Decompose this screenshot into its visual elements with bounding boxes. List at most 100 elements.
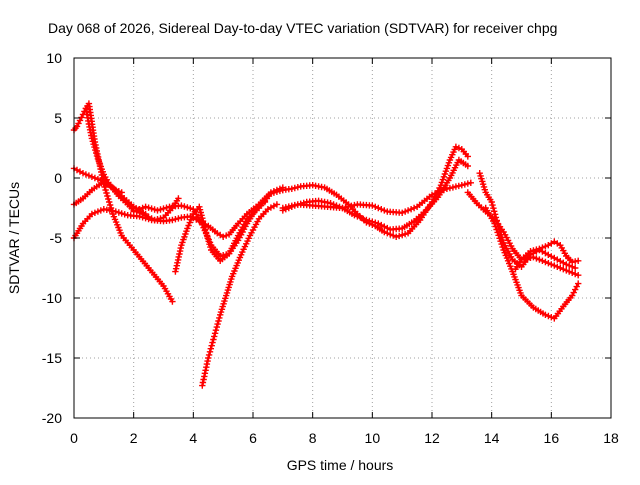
data-point-marker [494, 229, 501, 236]
data-point-marker [104, 192, 111, 200]
data-point-marker [393, 233, 400, 240]
y-tick-label: 10 [46, 50, 62, 66]
data-point-marker [530, 254, 537, 261]
data-point-marker [267, 190, 275, 197]
data-point-marker [115, 209, 122, 216]
data-point-marker [492, 223, 499, 230]
data-point-marker [175, 215, 182, 222]
data-point-marker [169, 216, 176, 224]
x-tick-label: 0 [70, 430, 78, 446]
data-point-marker [440, 186, 448, 194]
data-point-marker [206, 348, 214, 355]
data-point-marker [548, 314, 555, 321]
data-point-marker [452, 183, 460, 190]
data-point-marker [402, 208, 409, 215]
data-point-marker [273, 188, 281, 195]
series-arc-l [476, 170, 579, 272]
data-point-marker [93, 149, 100, 157]
data-point-marker [390, 232, 397, 239]
data-point-marker [176, 250, 183, 258]
data-point-marker [410, 204, 418, 212]
data-point-marker [575, 272, 582, 279]
data-point-marker [203, 360, 211, 368]
data-point-marker [378, 206, 385, 213]
data-point-marker [184, 225, 191, 232]
data-point-marker [401, 230, 409, 238]
data-point-marker [205, 354, 212, 362]
data-point-marker [539, 257, 546, 264]
data-point-marker [369, 202, 376, 209]
data-point-marker [497, 238, 504, 245]
series-arc-n [482, 204, 582, 322]
series-arc-b [82, 105, 182, 224]
data-point-marker [461, 181, 468, 188]
data-point-marker [542, 243, 549, 250]
data-point-marker [539, 244, 546, 251]
data-point-marker [212, 327, 220, 334]
data-point-marker [434, 189, 442, 196]
data-point-marker [213, 323, 220, 331]
x-tick-label: 8 [309, 430, 317, 446]
data-point-marker [199, 379, 207, 386]
x-tick-label: 18 [603, 430, 619, 446]
data-point-marker [97, 207, 104, 214]
data-point-marker [172, 216, 179, 223]
grid [74, 58, 611, 418]
data-point-marker [551, 262, 558, 269]
data-point-marker [214, 320, 221, 328]
data-point-marker [196, 206, 204, 213]
y-tick-label: 0 [54, 170, 62, 186]
data-point-marker [133, 207, 140, 214]
series-arc-o [512, 238, 582, 273]
data-point-marker [92, 146, 99, 154]
data-point-marker [557, 264, 564, 272]
data-point-marker [449, 184, 457, 191]
y-axis-label: SDTVAR / TECUs [6, 182, 22, 294]
data-point-marker [351, 212, 358, 219]
data-point-marker [345, 203, 352, 210]
data-point-marker [493, 226, 500, 233]
x-axis-label: GPS time / hours [287, 457, 394, 473]
series-layer [70, 100, 582, 389]
data-point-marker [407, 206, 415, 213]
data-point-marker [102, 186, 109, 194]
data-point-marker [291, 201, 298, 209]
data-point-marker [148, 205, 155, 212]
y-tick-label: -20 [42, 410, 62, 426]
data-point-marker [491, 208, 498, 215]
data-point-marker [566, 262, 573, 269]
data-point-marker [208, 342, 215, 349]
data-point-marker [204, 235, 211, 242]
x-tick-label: 14 [484, 430, 500, 446]
data-point-marker [294, 184, 301, 191]
data-point-marker [464, 153, 471, 160]
data-point-marker [491, 220, 498, 227]
data-point-marker [175, 195, 182, 202]
data-point-marker [563, 267, 570, 274]
data-point-marker [201, 223, 208, 230]
data-point-marker [105, 195, 112, 203]
data-point-marker [203, 232, 211, 239]
axis-ticks: 0 2 4 6 8 10 12 14 16 18 -20 -15 -10 -5 0 5 10 [42, 50, 619, 446]
data-point-marker [178, 202, 185, 209]
data-point-marker [223, 232, 230, 239]
data-point-marker [575, 257, 582, 264]
data-point-marker [369, 218, 376, 225]
data-point-marker [139, 214, 146, 221]
data-point-marker [499, 243, 506, 251]
data-point-marker [205, 238, 212, 245]
data-point-marker [91, 143, 98, 151]
data-point-marker [101, 183, 108, 191]
data-point-marker [273, 201, 281, 208]
data-point-marker [569, 269, 576, 276]
data-point-marker [455, 144, 463, 152]
data-point-marker [490, 205, 497, 212]
data-point-marker [90, 141, 97, 148]
data-point-marker [93, 152, 101, 160]
data-point-marker [211, 330, 219, 337]
data-point-marker [404, 207, 412, 214]
data-point-marker [464, 180, 471, 187]
series-arc-h [199, 201, 281, 389]
data-point-marker [288, 185, 295, 192]
